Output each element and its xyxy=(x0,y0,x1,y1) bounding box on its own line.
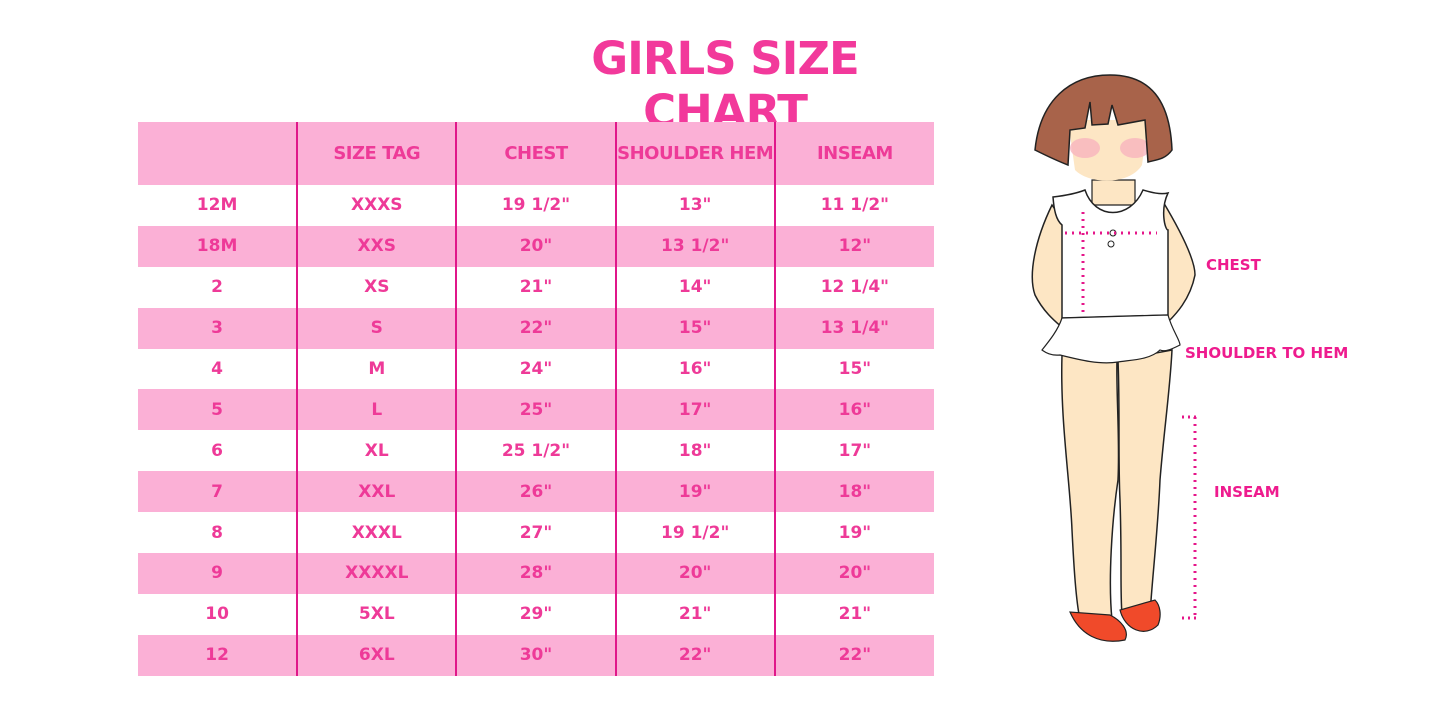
table-header-row: SIZE TAG CHEST SHOULDER HEM INSEAM xyxy=(138,122,934,185)
table-row: 7 XXL 26" 19" 18" xyxy=(138,471,934,513)
table-cell: 19" xyxy=(773,512,934,554)
table-cell: 20" xyxy=(455,225,616,267)
table-cell: 6XL xyxy=(296,634,457,676)
table-cell: XXXL xyxy=(296,512,457,554)
table-cell: 17" xyxy=(614,389,775,431)
table-cell: 5XL xyxy=(296,593,457,635)
table-row: 8 XXXL 27" 19 1/2" 19" xyxy=(138,512,934,554)
table-cell: XXXXL xyxy=(296,553,457,594)
table-cell: XXS xyxy=(296,225,457,267)
table-cell: 28" xyxy=(455,553,616,594)
table-cell: 17" xyxy=(773,430,934,472)
table-cell: 19 1/2" xyxy=(455,185,616,226)
table-cell: XXL xyxy=(296,471,457,513)
table-cell: 2 xyxy=(211,277,224,298)
table-row: 10 5XL 29" 21" 21" xyxy=(138,593,934,635)
table-row: 12M XXXS 19 1/2" 13" 11 1/2" xyxy=(138,185,934,226)
table-cell: L xyxy=(296,389,457,431)
table-cell: 25 1/2" xyxy=(455,430,616,472)
table-cell: 19 1/2" xyxy=(614,512,775,554)
table-cell: 18" xyxy=(773,471,934,513)
table-cell: 18M xyxy=(138,225,298,267)
column-header: CHEST xyxy=(455,122,616,185)
table-cell: 26" xyxy=(455,471,616,513)
table-cell: M xyxy=(296,348,457,390)
inseam-label: INSEAM xyxy=(1214,483,1280,501)
table-cell: 3 xyxy=(138,307,298,349)
table-row: 9 XXXXL 28" 20" 20" xyxy=(138,553,934,594)
table-cell: XL xyxy=(296,430,457,472)
table-cell: 20" xyxy=(773,553,934,594)
table-cell: XS xyxy=(296,266,457,308)
table-cell: XXXS xyxy=(296,185,457,226)
table-cell: 8 xyxy=(211,522,224,543)
table-row: 5 L 25" 17" 16" xyxy=(138,389,934,431)
table-row: 6 XL 25 1/2" 18" 17" xyxy=(138,430,934,472)
table-cell: 25" xyxy=(455,389,616,431)
table-cell: 21" xyxy=(773,593,934,635)
table-cell: 20" xyxy=(614,553,775,594)
page-title: GIRLS SIZE CHART xyxy=(591,32,860,138)
size-chart-table: SIZE TAG CHEST SHOULDER HEM INSEAM 12M XXXS 1… xyxy=(138,122,934,676)
table-cell: 22" xyxy=(455,307,616,349)
table-cell: 10 xyxy=(205,604,229,625)
table-cell: 18" xyxy=(614,430,775,472)
table-cell: 5 xyxy=(138,389,298,431)
table-cell: 11 1/2" xyxy=(773,185,934,226)
table-cell: S xyxy=(296,307,457,349)
table-cell: 6 xyxy=(211,440,224,461)
girl-measurement-illustration: CHEST SHOULDER TO HEM INSEAM xyxy=(1000,60,1380,684)
table-cell: 19" xyxy=(614,471,775,513)
table-cell: 7 xyxy=(138,471,298,513)
table-row: 18M XXS 20" 13 1/2" 12" xyxy=(138,225,934,267)
table-cell: 22" xyxy=(773,634,934,676)
table-cell: 12 1/4" xyxy=(773,266,934,308)
table-cell: 30" xyxy=(455,634,616,676)
table-cell: 9 xyxy=(138,553,298,594)
table-cell: 27" xyxy=(455,512,616,554)
table-cell: 16" xyxy=(614,348,775,390)
table-cell: 15" xyxy=(614,307,775,349)
table-cell: 16" xyxy=(773,389,934,431)
table-cell: 21" xyxy=(455,266,616,308)
table-cell: 15" xyxy=(773,348,934,390)
table-cell: 24" xyxy=(455,348,616,390)
table-cell: 12M xyxy=(196,195,238,216)
table-cell: 12" xyxy=(773,225,934,267)
girl-figure-icon xyxy=(1031,74,1200,642)
table-row: 12 6XL 30" 22" 22" xyxy=(138,634,934,676)
shoulder-to-hem-label: SHOULDER TO HEM xyxy=(1185,344,1349,362)
table-cell: 29" xyxy=(455,593,616,635)
table-row: 4 M 24" 16" 15" xyxy=(138,348,934,390)
table-cell: 14" xyxy=(614,266,775,308)
column-header: INSEAM xyxy=(773,122,934,185)
table-row: 3 S 22" 15" 13 1/4" xyxy=(138,307,934,349)
table-cell: 13" xyxy=(614,185,775,226)
table-cell: 13 1/2" xyxy=(614,225,775,267)
table-row: 2 XS 21" 14" 12 1/4" xyxy=(138,266,934,308)
column-header: SIZE TAG xyxy=(296,122,457,185)
table-cell: 12 xyxy=(138,634,298,676)
column-header: SHOULDER HEM xyxy=(614,122,775,185)
table-cell: 21" xyxy=(614,593,775,635)
table-cell: 22" xyxy=(614,634,775,676)
table-cell: 4 xyxy=(211,359,224,379)
chest-label: CHEST xyxy=(1206,256,1261,274)
column-header xyxy=(138,122,298,185)
table-cell: 13 1/4" xyxy=(773,307,934,349)
